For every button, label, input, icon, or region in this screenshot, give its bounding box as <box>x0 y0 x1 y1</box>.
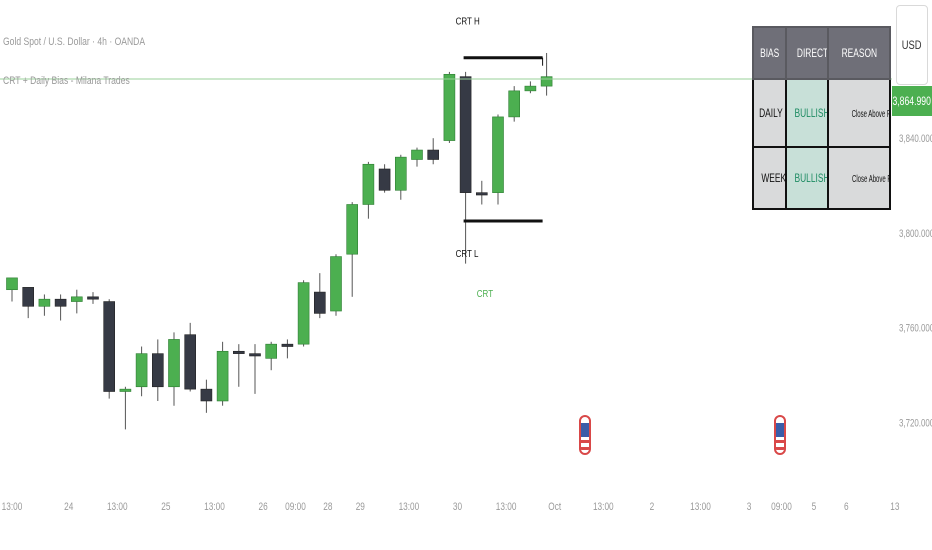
header-reason: REASON <box>827 26 891 80</box>
bearish-candle <box>87 296 99 300</box>
us-flag-event-icon[interactable] <box>774 415 786 455</box>
current-price-tag: 3,864.990 <box>892 86 932 116</box>
us-flag-event-icon[interactable] <box>579 415 591 455</box>
bearish-candle <box>281 343 294 347</box>
price-tick-label: 3,800.000 <box>899 228 932 241</box>
bullish-candle <box>71 296 83 302</box>
header-direction: DIRECTION <box>785 26 829 80</box>
time-tick-label: 13:00 <box>107 501 128 513</box>
bullish-candle <box>411 149 423 160</box>
time-tick-label: 13 <box>890 501 899 513</box>
indicator-legend[interactable]: CRT + Daily Bias - Milana Trades <box>3 75 130 87</box>
bias-cell: DAILY <box>752 78 787 148</box>
bearish-candle <box>427 149 440 160</box>
bias-table-header: BIAS DIRECTION REASON <box>752 26 891 80</box>
bias-cell: WEEKLY <box>752 146 787 210</box>
bullish-candle <box>508 90 521 118</box>
bearish-candle <box>103 301 115 392</box>
crt-signal-label: CRT <box>477 288 494 299</box>
time-tick-label: 13:00 <box>399 501 420 513</box>
time-tick-label: 13:00 <box>496 501 517 513</box>
bullish-candle <box>443 73 456 141</box>
bearish-candle <box>184 334 196 390</box>
bearish-candle <box>22 287 35 307</box>
symbol-legend[interactable]: Gold Spot / U.S. Dollar · 4h · OANDA <box>3 36 146 48</box>
time-tick-label: 13:00 <box>2 501 23 513</box>
price-tick-label: 3,760.000 <box>899 322 932 335</box>
bullish-candle <box>524 85 537 92</box>
bullish-candle <box>394 156 407 191</box>
direction-cell: BULLISH <box>785 78 829 148</box>
price-axis[interactable]: 3,720.000 3,760.000 3,800.000 3,840.000 <box>899 133 932 430</box>
bias-row-daily: DAILY BULLISH Close Above Prev D High <box>752 78 891 148</box>
bullish-candle <box>168 339 180 388</box>
bearish-candle <box>313 291 326 314</box>
time-tick-label: 5 <box>812 501 817 513</box>
bias-row-weekly: WEEKLY BULLISH Close Above Prev W High <box>752 146 891 210</box>
bullish-candle <box>330 256 342 312</box>
candle-layer <box>6 73 553 402</box>
time-axis[interactable]: 13:00 24 13:00 25 13:00 26 09:00 28 29 13:00 30 13:… <box>2 501 900 513</box>
bearish-candle <box>233 350 245 354</box>
header-bias: BIAS <box>752 26 787 80</box>
time-tick-label: 3 <box>747 501 752 513</box>
bearish-candle <box>378 168 391 191</box>
bearish-candle <box>152 353 164 388</box>
time-tick-label: 6 <box>844 501 849 513</box>
time-tick-label: Oct <box>548 501 561 513</box>
bullish-candle <box>216 350 229 402</box>
time-tick-label: 09:00 <box>771 501 792 513</box>
bearish-candle <box>459 76 472 193</box>
annotation-layer: CRT H CRT L CRT <box>0 16 892 299</box>
time-tick-label: 13:00 <box>690 501 711 513</box>
bullish-candle <box>362 163 375 205</box>
reason-cell: Close Above Prev W High <box>827 146 891 210</box>
bullish-candle <box>492 116 504 193</box>
bullish-candle <box>297 282 310 345</box>
bullish-candle <box>540 76 553 87</box>
bullish-candle <box>135 353 148 388</box>
time-tick-label: 24 <box>64 501 74 513</box>
bearish-candle <box>54 298 67 307</box>
direction-cell: BULLISH <box>785 146 829 210</box>
time-tick-label: 29 <box>356 501 365 513</box>
bearish-candle <box>200 388 213 402</box>
bearish-candle <box>249 353 261 357</box>
bullish-candle <box>6 277 18 291</box>
price-tick-label: 3,840.000 <box>899 133 932 146</box>
crt-high-label: CRT H <box>456 16 480 27</box>
bearish-candle <box>475 192 488 196</box>
bullish-candle <box>119 388 132 392</box>
bias-table: BIAS DIRECTION REASON DAILY BULLISH Clos… <box>752 26 891 210</box>
bullish-candle <box>265 343 278 359</box>
time-tick-label: 25 <box>161 501 170 513</box>
time-tick-label: 13:00 <box>593 501 614 513</box>
currency-selector[interactable]: USD <box>896 5 928 85</box>
crt-low-label: CRT L <box>456 248 479 259</box>
time-tick-label: 26 <box>259 501 268 513</box>
bullish-candle <box>346 204 359 255</box>
time-tick-label: 2 <box>650 501 655 513</box>
bullish-candle <box>38 298 51 307</box>
time-tick-label: 28 <box>323 501 332 513</box>
time-tick-label: 09:00 <box>285 501 306 513</box>
time-tick-label: 30 <box>453 501 463 513</box>
time-tick-label: 13:00 <box>204 501 225 513</box>
reason-cell: Close Above Prev D High <box>827 78 891 148</box>
price-tick-label: 3,720.000 <box>899 417 932 430</box>
